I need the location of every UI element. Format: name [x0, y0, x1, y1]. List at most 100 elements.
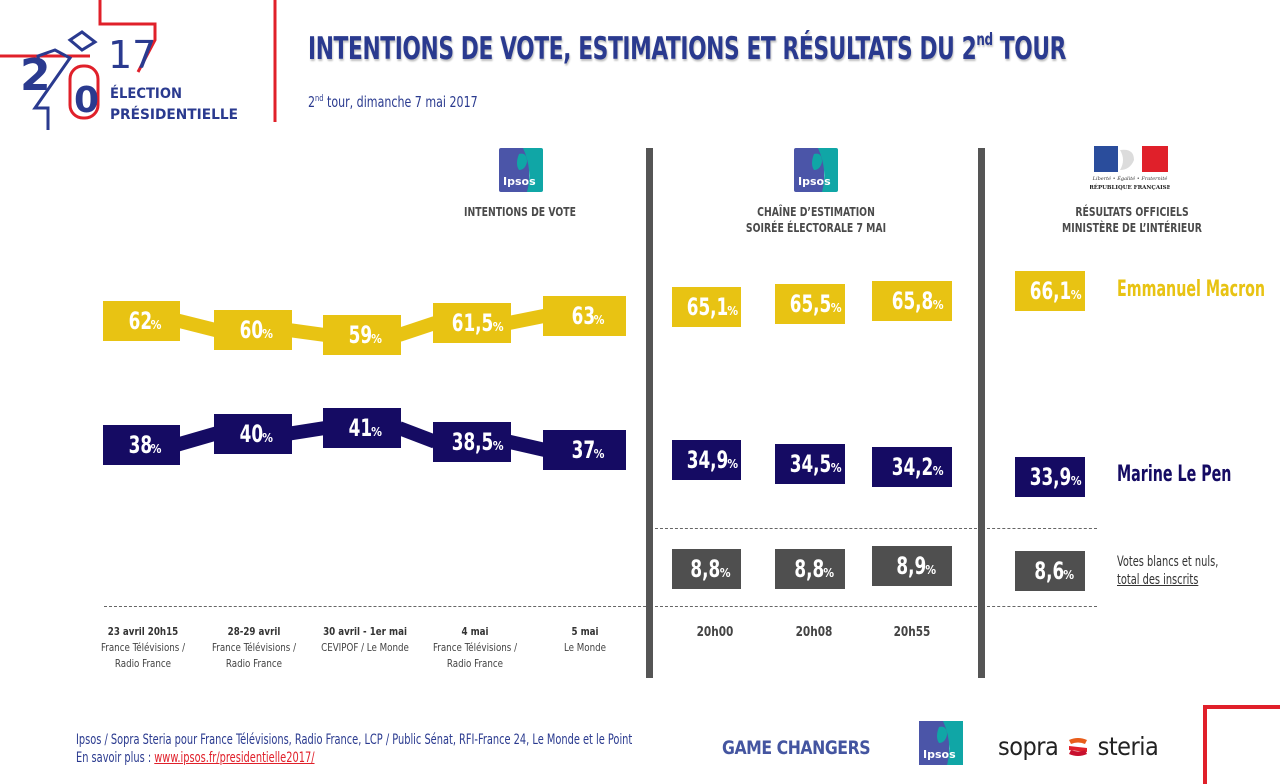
sopra-text: sopra [998, 732, 1059, 761]
ipsos-logo-text: Ipsos [503, 175, 536, 188]
estimate-box-blanks: 8,9% [872, 546, 952, 586]
official-box-lepen: 33,9% [1015, 457, 1085, 497]
poll-x-label: 23 avril 20h15 France Télévisions / Radio … [90, 624, 196, 672]
title-text: INTENTIONS DE VOTE, ESTIMATIONS ET RÉSUL… [308, 31, 977, 67]
percent-sign: % [492, 438, 504, 453]
percent-sign: % [593, 312, 605, 327]
value-label: 38,5 [452, 427, 494, 456]
percent-sign: % [1063, 568, 1075, 582]
value-label: 65,1 [686, 293, 729, 321]
poll-connector-macron [507, 308, 547, 330]
ipsos-logo-footer: Ipsos [919, 721, 963, 765]
poll-x-label: 4 mai France Télévisions / Radio France [422, 624, 528, 672]
percent-sign: % [830, 300, 842, 315]
footer-link[interactable]: www.ipsos.fr/presidentielle2017/ [154, 750, 315, 766]
poll-x-label: 28-29 avril France Télévisions / Radio Fra… [201, 624, 307, 672]
page-title: INTENTIONS DE VOTE, ESTIMATIONS ET RÉSUL… [308, 30, 1066, 67]
percent-sign: % [371, 332, 382, 346]
estimate-time-label: 20h08 [795, 625, 833, 640]
percent-sign: % [1070, 474, 1082, 488]
sopra-steria-s-icon [1068, 738, 1087, 756]
subtitle-sup: nd [315, 94, 324, 104]
estimate-box-lepen: 34,2% [872, 447, 952, 487]
section-estimates-line1: CHAÎNE D’ESTIMATION [757, 205, 875, 219]
poll-connector-macron [396, 316, 438, 342]
section-official-line1: RÉSULTATS OFFICIELS [1075, 205, 1189, 219]
corner-decoration [1203, 705, 1280, 784]
section-polls-line1: INTENTIONS DE VOTE [464, 205, 576, 219]
estimate-time-label: 20h55 [893, 625, 931, 640]
subtitle-post: tour, dimanche 7 mai 2017 [323, 93, 478, 111]
percent-sign: % [150, 317, 162, 332]
poll-connector-macron [289, 323, 326, 342]
poll-box-macron: 59% [323, 315, 401, 355]
percent-sign: % [932, 464, 944, 478]
value-label: 8,8 [690, 555, 721, 583]
percent-sign: % [262, 327, 273, 342]
republic-name: RÉPUBLIQUE FRANÇAISE [1090, 183, 1170, 191]
poll-source: Radio France [225, 657, 283, 670]
ipsos-logo-estimates: Ipsos [794, 148, 838, 192]
republic-motto: Liberté • Égalité • Fraternité [1092, 174, 1168, 182]
percent-sign: % [830, 461, 842, 475]
footer-credit-text: Ipsos / Sopra Steria pour France Télévis… [76, 732, 633, 748]
value-label: 34,5 [790, 450, 832, 478]
official-box-blanks: 8,6% [1015, 551, 1085, 591]
poll-source [532, 656, 638, 672]
section-header-estimates: CHAÎNE D’ESTIMATION SOIRÉE ÉLECTORALE 7 … [730, 204, 902, 236]
value-label: 33,9 [1030, 463, 1072, 491]
blanks-top-dash-official [987, 528, 1097, 529]
value-label: 37 [571, 436, 595, 464]
election-2017-logo: 0 2 17 ÉLECTION PRÉSIDENTIELLE [0, 0, 277, 130]
value-label: 40 [239, 419, 264, 448]
separator-polls-estimates [646, 148, 653, 678]
poll-source [312, 656, 418, 672]
value-label: 34,9 [686, 446, 729, 474]
percent-sign: % [719, 566, 731, 580]
logo-frame-lines [0, 0, 277, 130]
estimate-time-label: 20h00 [696, 625, 734, 640]
section-header-polls: INTENTIONS DE VOTE [434, 204, 606, 220]
value-label: 66,1 [1030, 277, 1072, 305]
legend-blanks-line1: Votes blancs et nuls, [1117, 554, 1219, 570]
estimate-box-macron: 65,8% [872, 281, 952, 322]
poll-source: France Télévisions / [100, 641, 186, 654]
value-label: 61,5 [452, 309, 494, 337]
value-label: 60 [239, 316, 264, 345]
poll-source: Le Monde [563, 641, 607, 654]
subtitle-pre: 2 [308, 93, 316, 111]
legend-blanks: Votes blancs et nuls, total des inscrits [1117, 553, 1218, 589]
logo-two: 2 [20, 50, 51, 101]
value-label: 59 [348, 321, 373, 349]
value-label: 8,9 [896, 552, 927, 580]
value-label: 8,6 [1034, 557, 1065, 585]
percent-sign: % [932, 298, 944, 313]
estimate-box-blanks: 8,8% [672, 549, 741, 589]
estimate-box-lepen: 34,9% [672, 440, 741, 480]
legend-blanks-line2: total des inscrits [1117, 572, 1199, 588]
poll-connector-lepen [396, 421, 438, 449]
poll-date: 28-29 avril [227, 625, 281, 638]
ipsos-logo-text: Ipsos [923, 748, 956, 761]
percent-sign: % [262, 430, 273, 445]
steria-text: steria [1097, 732, 1159, 761]
poll-date: 4 mai [461, 625, 489, 638]
value-label: 41 [348, 414, 373, 442]
percent-sign: % [727, 457, 739, 471]
separator-estimates-official [978, 148, 985, 678]
section-estimates-line2: SOIRÉE ÉLECTORALE 7 MAI [745, 221, 887, 235]
value-label: 65,8 [892, 287, 934, 316]
poll-date: 30 avril - 1er mai [323, 625, 407, 638]
estimate-box-macron: 65,5% [775, 283, 845, 324]
poll-box-lepen: 41% [323, 408, 401, 448]
footer-more-label: En savoir plus : [76, 750, 155, 766]
poll-source: Radio France [446, 657, 504, 670]
value-label: 34,2 [892, 453, 934, 481]
official-box-macron: 66,1% [1015, 271, 1085, 311]
estimate-box-blanks: 8,8% [775, 549, 845, 589]
poll-source: CEVIPOF / Le Monde [321, 641, 409, 654]
logo-zero: 0 [74, 80, 99, 121]
percent-sign: % [150, 441, 162, 456]
poll-connector-lepen [507, 434, 547, 457]
